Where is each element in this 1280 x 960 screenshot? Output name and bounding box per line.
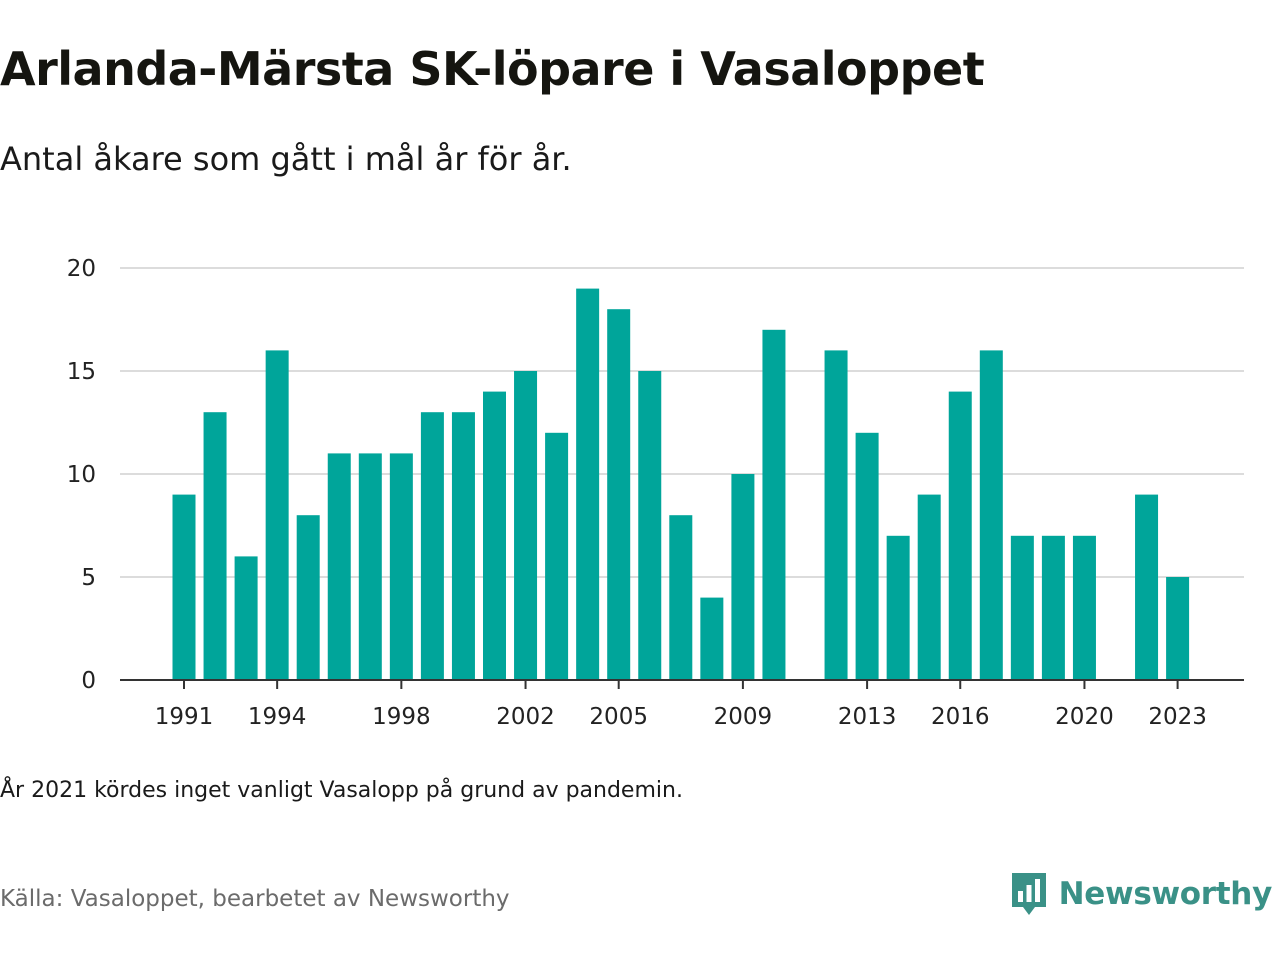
y-tick-label: 15: [67, 359, 96, 385]
x-tick-label: 2023: [1148, 704, 1207, 730]
bar-2014: [886, 535, 910, 680]
y-tick-label: 10: [67, 462, 96, 488]
x-axis: [120, 679, 1244, 689]
tick-labels: 0 5 10 15 20 1991 1994 1998 2002 2005 2009 2013 2016…: [67, 256, 1207, 730]
y-tick-label: 5: [81, 565, 96, 591]
newsworthy-logo-icon: [1011, 873, 1046, 915]
chart-note: År 2021 kördes inget vanligt Vasalopp på…: [0, 778, 683, 803]
bars: [172, 288, 1190, 680]
bar-2015: [917, 494, 941, 680]
bar-1998: [389, 453, 413, 680]
bar-2020: [1072, 535, 1096, 680]
bar-2003: [545, 432, 569, 680]
bar-2009: [731, 474, 755, 680]
x-tick-label: 1994: [248, 704, 307, 730]
x-tick-label: 2020: [1055, 704, 1114, 730]
bar-2016: [948, 391, 972, 680]
x-tick-label: 1998: [372, 704, 431, 730]
x-tick-label: 2016: [931, 704, 990, 730]
bar-2005: [607, 309, 631, 680]
bar-1993: [234, 556, 258, 680]
brand-name: Newsworthy: [1058, 876, 1273, 912]
bar-2008: [700, 597, 724, 680]
bar-2013: [855, 432, 879, 680]
brand-logo: Newsworthy: [1009, 868, 1272, 920]
x-tick-label: 1991: [155, 704, 214, 730]
x-tick-label: 2009: [714, 704, 773, 730]
bar-1996: [327, 453, 351, 680]
bar-2022: [1135, 494, 1159, 680]
bar-1999: [420, 412, 444, 680]
bar-2007: [669, 515, 693, 680]
bar-chart: 0 5 10 15 20 1991 1994 1998 2002 2005 2009 2013 2016…: [67, 256, 1244, 730]
y-tick-label: 20: [67, 256, 96, 282]
chart-title: Arlanda-Märsta SK-löpare i Vasaloppet: [0, 42, 985, 96]
source-credit: Källa: Vasaloppet, bearbetet av Newswort…: [0, 886, 510, 912]
x-tick-label: 2002: [496, 704, 555, 730]
bar-1991: [172, 494, 196, 680]
bar-1995: [296, 515, 320, 680]
bar-2023: [1166, 577, 1190, 680]
bar-2000: [451, 412, 475, 680]
bar-2012: [824, 350, 848, 680]
y-tick-label: 0: [81, 668, 96, 694]
bar-1992: [203, 412, 227, 680]
x-tick-label: 2013: [838, 704, 897, 730]
bar-2004: [576, 288, 600, 680]
bar-2002: [514, 371, 538, 680]
bar-1994: [265, 350, 289, 680]
bar-2001: [483, 391, 506, 680]
chart-subtitle: Antal åkare som gått i mål år för år.: [0, 140, 572, 178]
bar-1997: [358, 453, 382, 680]
x-tick-label: 2005: [589, 704, 648, 730]
bar-2010: [762, 329, 786, 680]
bar-2006: [638, 371, 662, 680]
bar-2017: [979, 350, 1003, 680]
bar-2019: [1041, 535, 1065, 680]
bar-2018: [1010, 535, 1034, 680]
